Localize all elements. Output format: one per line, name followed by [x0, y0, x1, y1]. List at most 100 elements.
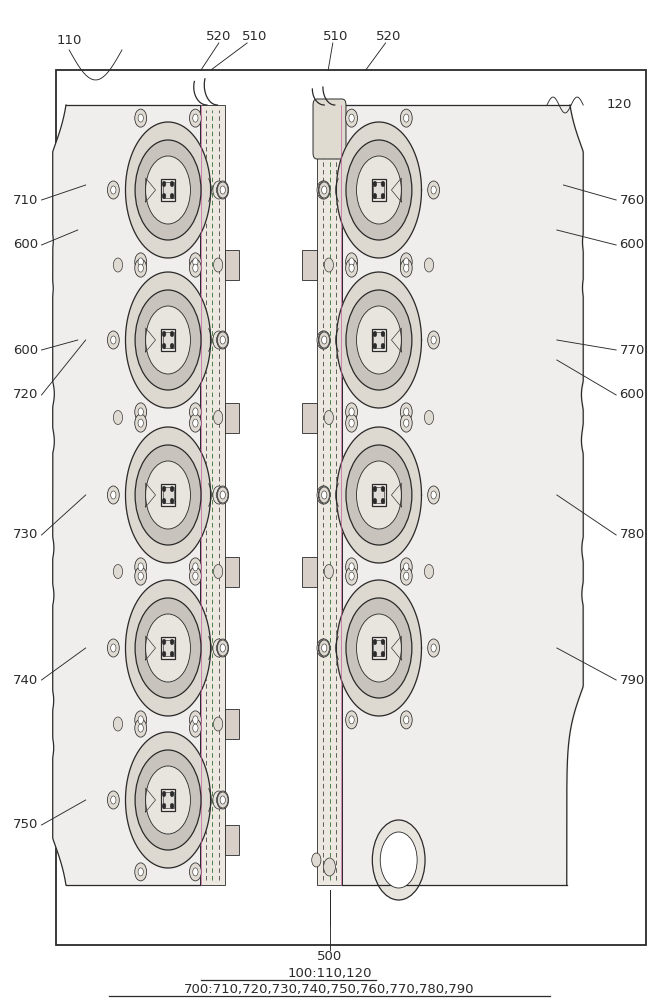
Circle shape — [190, 414, 202, 432]
Bar — [161, 329, 175, 351]
Text: 600: 600 — [619, 238, 645, 251]
Text: 500: 500 — [317, 950, 342, 964]
Circle shape — [424, 410, 434, 424]
Circle shape — [217, 791, 229, 809]
Polygon shape — [336, 427, 422, 563]
Circle shape — [217, 331, 229, 349]
Circle shape — [217, 792, 228, 808]
Text: 790: 790 — [619, 674, 645, 686]
Circle shape — [373, 498, 377, 504]
Circle shape — [138, 419, 144, 427]
Polygon shape — [146, 636, 156, 660]
Circle shape — [318, 181, 330, 199]
Circle shape — [345, 403, 357, 421]
Circle shape — [324, 858, 335, 876]
Circle shape — [138, 563, 143, 571]
Circle shape — [213, 639, 225, 657]
Circle shape — [346, 140, 412, 240]
Text: 100:110,120: 100:110,120 — [287, 968, 372, 980]
Circle shape — [349, 264, 355, 272]
Text: 600: 600 — [619, 388, 645, 401]
Circle shape — [162, 343, 166, 349]
Circle shape — [319, 640, 330, 656]
Circle shape — [190, 567, 202, 585]
Circle shape — [428, 486, 440, 504]
Circle shape — [319, 332, 330, 348]
Text: 120: 120 — [606, 99, 632, 111]
Text: 780: 780 — [619, 528, 645, 542]
Circle shape — [190, 711, 202, 729]
Polygon shape — [125, 272, 211, 408]
Circle shape — [357, 306, 401, 374]
Circle shape — [317, 486, 329, 504]
Bar — [161, 484, 175, 506]
Circle shape — [146, 461, 190, 529]
Circle shape — [216, 796, 221, 804]
Bar — [372, 329, 386, 351]
Circle shape — [373, 193, 377, 199]
Bar — [372, 637, 386, 659]
Circle shape — [107, 486, 119, 504]
Circle shape — [345, 253, 357, 271]
Circle shape — [134, 711, 146, 729]
Circle shape — [135, 259, 147, 277]
Circle shape — [135, 567, 147, 585]
Bar — [225, 556, 239, 586]
Polygon shape — [146, 483, 156, 507]
Circle shape — [373, 343, 377, 349]
Circle shape — [190, 719, 202, 737]
Circle shape — [431, 186, 436, 194]
Circle shape — [403, 408, 409, 416]
Circle shape — [162, 651, 166, 657]
Polygon shape — [146, 328, 156, 352]
Circle shape — [319, 182, 330, 198]
Circle shape — [349, 419, 355, 427]
Circle shape — [357, 461, 401, 529]
Circle shape — [162, 791, 166, 797]
Circle shape — [349, 258, 354, 266]
Circle shape — [381, 331, 385, 337]
Circle shape — [318, 639, 330, 657]
Circle shape — [346, 598, 412, 698]
Text: 520: 520 — [206, 30, 231, 43]
Circle shape — [381, 651, 385, 657]
Bar — [225, 709, 239, 739]
Circle shape — [373, 181, 377, 187]
Circle shape — [214, 564, 223, 578]
Circle shape — [192, 419, 198, 427]
Circle shape — [403, 419, 409, 427]
Circle shape — [170, 651, 174, 657]
Circle shape — [217, 639, 229, 657]
Circle shape — [424, 564, 434, 578]
Bar — [56, 70, 646, 945]
Text: 110: 110 — [57, 33, 82, 46]
Circle shape — [381, 193, 385, 199]
Circle shape — [138, 408, 143, 416]
Circle shape — [349, 408, 354, 416]
Circle shape — [428, 639, 440, 657]
Circle shape — [138, 868, 143, 876]
Circle shape — [381, 639, 385, 645]
Circle shape — [349, 563, 354, 571]
Circle shape — [403, 563, 409, 571]
Circle shape — [213, 181, 225, 199]
Circle shape — [318, 486, 330, 504]
Circle shape — [111, 491, 116, 499]
Circle shape — [312, 853, 321, 867]
Circle shape — [372, 820, 425, 900]
Circle shape — [134, 253, 146, 271]
Circle shape — [381, 343, 385, 349]
Circle shape — [213, 791, 225, 809]
Polygon shape — [146, 178, 156, 202]
Circle shape — [113, 410, 123, 424]
Circle shape — [135, 719, 147, 737]
Circle shape — [373, 486, 377, 492]
Circle shape — [400, 253, 413, 271]
Circle shape — [373, 651, 377, 657]
Circle shape — [138, 716, 143, 724]
Circle shape — [324, 564, 333, 578]
Polygon shape — [125, 122, 211, 258]
Circle shape — [146, 614, 190, 682]
Circle shape — [217, 486, 229, 504]
Circle shape — [346, 259, 357, 277]
